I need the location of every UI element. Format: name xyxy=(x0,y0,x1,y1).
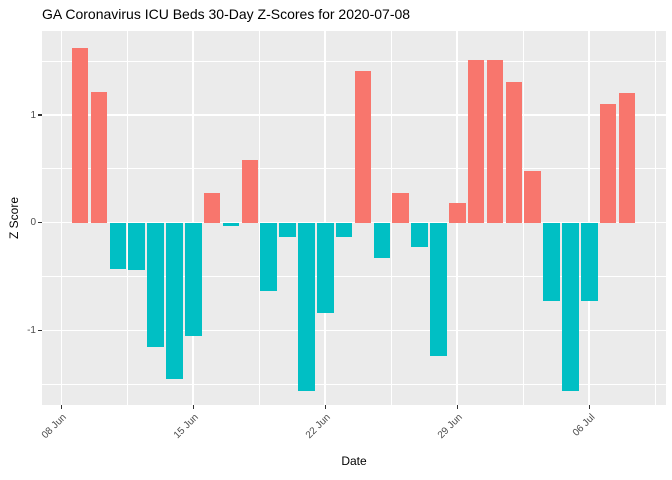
gridline-minor-vertical xyxy=(522,31,524,405)
x-axis-tick-label: 22 Jun xyxy=(304,412,334,442)
x-axis-tick-label: 06 Jul xyxy=(570,412,598,439)
bar-negative xyxy=(543,222,560,302)
chart-title: GA Coronavirus ICU Beds 30-Day Z-Scores … xyxy=(42,6,411,22)
gridline-minor-vertical xyxy=(390,31,392,405)
bar-positive xyxy=(467,60,485,223)
x-axis-tick-mark xyxy=(192,405,194,409)
bar-negative xyxy=(562,222,579,391)
y-axis-tick-mark xyxy=(38,114,42,116)
gridline-minor-vertical xyxy=(126,31,128,405)
bar-negative xyxy=(128,222,145,271)
bar-positive xyxy=(524,171,541,223)
bar-positive xyxy=(71,48,89,223)
y-axis-tick-label: 1 xyxy=(30,109,36,121)
gridline-major-vertical xyxy=(60,31,63,405)
bar-negative xyxy=(581,222,598,302)
bar-negative xyxy=(147,222,164,347)
bar-positive xyxy=(241,160,259,223)
x-axis-tick-label: 15 Jun xyxy=(172,412,202,442)
bar-positive xyxy=(354,70,372,223)
bar-negative xyxy=(430,222,447,357)
gridline-minor-vertical xyxy=(654,31,656,405)
y-axis-tick-label: -1 xyxy=(27,324,36,336)
bar-negative xyxy=(317,222,334,314)
bar-positive xyxy=(449,203,466,223)
gridline-major-horizontal xyxy=(42,114,666,116)
bar-negative xyxy=(373,222,391,259)
plot-panel xyxy=(42,31,666,405)
bar-positive xyxy=(486,60,504,223)
bar-positive xyxy=(618,93,636,223)
bar-positive xyxy=(599,104,617,223)
bar-negative xyxy=(166,222,183,379)
bar-negative xyxy=(298,222,315,391)
bar-negative xyxy=(109,222,127,269)
bar-negative xyxy=(260,222,277,291)
gridline-minor-horizontal xyxy=(42,276,666,277)
bar-negative xyxy=(279,222,296,237)
gridline-minor-horizontal xyxy=(42,60,666,62)
bar-positive xyxy=(203,192,221,223)
gridline-major-vertical xyxy=(324,31,327,405)
x-axis-tick-mark xyxy=(588,405,590,409)
bar-negative xyxy=(335,222,353,237)
x-axis-tick-label: 08 Jun xyxy=(40,412,70,442)
gridline-minor-vertical xyxy=(258,31,260,405)
bar-negative xyxy=(185,222,202,336)
bar-positive xyxy=(505,81,523,223)
x-axis-tick-mark xyxy=(456,405,458,409)
bar-negative xyxy=(222,222,240,226)
gridline-minor-horizontal xyxy=(42,383,666,385)
gridline-major-vertical xyxy=(588,31,591,405)
x-axis-tick-mark xyxy=(60,405,62,409)
x-axis-title: Date xyxy=(341,454,367,468)
bar-positive xyxy=(392,192,409,223)
gridline-minor-horizontal xyxy=(42,168,666,170)
gridline-major-vertical xyxy=(192,31,195,405)
gridline-major-horizontal xyxy=(42,221,666,224)
x-axis-tick-label: 29 Jun xyxy=(436,412,466,442)
gridline-major-horizontal xyxy=(42,329,666,332)
bar-positive xyxy=(90,92,108,223)
y-axis-tick-mark xyxy=(38,329,42,331)
x-axis-tick-mark xyxy=(324,405,326,409)
y-axis-tick-label: 0 xyxy=(30,217,36,229)
bar-negative xyxy=(411,222,428,248)
y-axis-tick-mark xyxy=(38,222,42,224)
